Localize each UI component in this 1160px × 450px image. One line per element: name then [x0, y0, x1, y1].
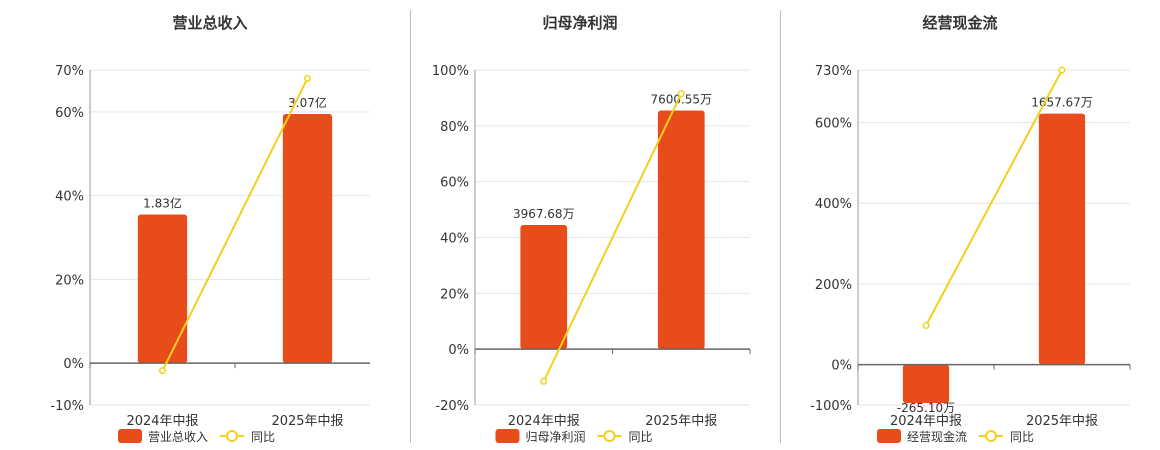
- chart-title: 经营现金流: [922, 14, 997, 32]
- y-tick-label: 400%: [815, 197, 852, 212]
- y-tick-label: 600%: [815, 116, 852, 131]
- yoy-line: [161, 77, 309, 372]
- legend-line-label: 同比: [629, 430, 653, 444]
- yoy-point: [158, 367, 167, 375]
- legend-line-marker: [985, 430, 997, 442]
- y-tick-label: 0%: [831, 359, 852, 374]
- legend-line-marker: [226, 430, 238, 442]
- chart-panel-2: 归母净利润 -20% 0% 20% 40% 60% 80% 100% 3967.68万 7600.…: [400, 0, 770, 450]
- legend-bar-swatch: [118, 429, 142, 443]
- y-tick-label: -20%: [435, 399, 469, 414]
- panel-divider: [410, 10, 411, 443]
- panel-divider: [780, 10, 781, 443]
- bar-value-label: 1657.67万: [1031, 96, 1093, 110]
- legend-bar-label: 营业总收入: [148, 430, 208, 444]
- x-category-label: 2025年中报: [271, 414, 343, 429]
- y-tick-label: 730%: [815, 64, 852, 79]
- y-tick-label: 0%: [448, 343, 469, 358]
- bar: [282, 113, 333, 364]
- y-tick-label: 0%: [63, 357, 84, 372]
- y-tick-label: 20%: [440, 287, 469, 302]
- bar: [902, 364, 950, 403]
- bar-value-label: 3967.68万: [513, 207, 575, 221]
- legend-bar-swatch: [877, 429, 901, 443]
- yoy-point: [677, 90, 685, 98]
- bar: [137, 214, 188, 364]
- yoy-point: [1058, 66, 1066, 74]
- legend-bar-label: 归母净利润: [526, 430, 586, 444]
- x-category-label: 2024年中报: [508, 414, 580, 429]
- legend-line-marker: [603, 430, 616, 442]
- bar-value-label: -265.10万: [897, 401, 955, 415]
- y-tick-label: 60%: [55, 106, 84, 121]
- y-tick-label: -100%: [810, 399, 852, 414]
- legend-line-label: 同比: [251, 430, 275, 444]
- y-tick-label: -10%: [50, 399, 84, 414]
- yoy-line: [925, 69, 1063, 326]
- bar: [657, 110, 705, 350]
- bar-value-label: 7600.55万: [650, 92, 712, 106]
- x-category-label: 2025年中报: [1026, 414, 1098, 429]
- x-category-label: 2025年中报: [645, 414, 717, 429]
- yoy-point: [922, 321, 930, 330]
- y-tick-label: 100%: [432, 64, 469, 79]
- chart-panel-1: 营业总收入 -10% 0% 20% 40% 60% 70% 1.83亿 3.07亿 2024年中报…: [0, 0, 370, 450]
- y-tick-label: 40%: [55, 190, 84, 205]
- bar: [520, 224, 568, 350]
- y-tick-label: 40%: [440, 232, 469, 247]
- y-tick-label: 70%: [55, 64, 84, 79]
- legend-bar-label: 经营现金流: [907, 429, 967, 444]
- legend-bar-swatch: [495, 429, 520, 443]
- yoy-point: [540, 377, 548, 385]
- chart-title: 归母净利润: [542, 14, 617, 32]
- chart-revenue: 营业总收入-10%0%20%40%60%70%1.83亿3.07亿2024年中报…: [50, 14, 370, 444]
- chart-net-profit: 归母净利润 -20% 0% 20% 40% 60% 80% 100% 3967.68万 7600.…: [432, 14, 751, 444]
- chart-panel-3: 经营现金流 -100% 0% 200% 400% 600% 730% -265.10万 1657…: [780, 0, 1150, 450]
- y-tick-label: 200%: [815, 278, 852, 293]
- yoy-point: [303, 74, 312, 82]
- legend-line-label: 同比: [1010, 430, 1034, 444]
- chart-cash-flow: 经营现金流 -100% 0% 200% 400% 600% 730% -265.10万 1657…: [810, 14, 1131, 444]
- yoy-line: [542, 93, 683, 382]
- y-tick-label: 80%: [440, 120, 469, 135]
- x-category-label: 2024年中报: [126, 414, 198, 429]
- y-tick-label: 60%: [440, 176, 469, 191]
- x-category-label: 2024年中报: [890, 414, 962, 429]
- bar: [1038, 113, 1086, 365]
- bar-value-label: 1.83亿: [143, 195, 182, 210]
- y-tick-label: 20%: [55, 273, 84, 288]
- chart-title: 营业总收入: [172, 14, 247, 32]
